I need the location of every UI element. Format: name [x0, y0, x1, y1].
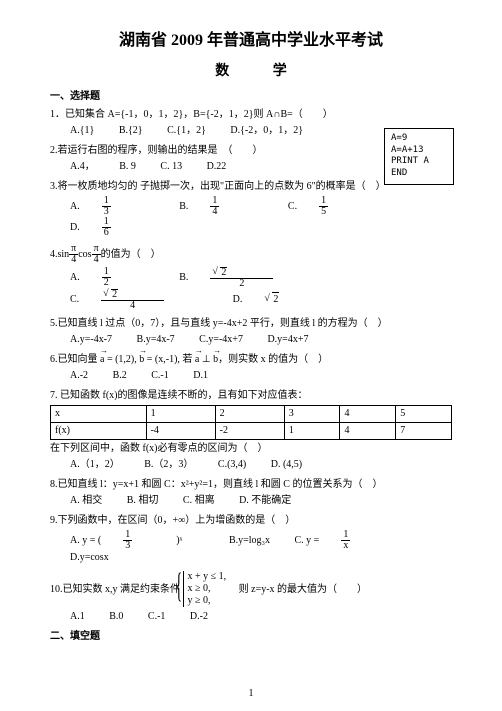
page-title: 湖南省 2009 年普通高中学业水平考试: [50, 30, 452, 52]
q5-options: A.y=-4x-7 B.y=4x-7 C.y=-4x+7 D.y=4x+7: [70, 333, 452, 347]
q8-optB: B. 相切: [127, 494, 159, 508]
q1-optA: A.{1}: [70, 124, 94, 138]
q1-optC: C.{1，2}: [167, 124, 206, 138]
q7-optA: A.（1，2）: [70, 458, 120, 472]
q7-optB: B.（2，3）: [144, 458, 193, 472]
q6-optB: B.2: [113, 369, 127, 383]
q7-table: x12345 f(x)-4-2147: [50, 405, 452, 440]
section-1-heading: 一、选择题: [50, 90, 452, 104]
q7-post: 在下列区间中，函数 f(x)必有零点的区间为（ ）: [50, 442, 452, 456]
q8-optA: A. 相交: [70, 494, 102, 508]
q4-optB: B.22: [179, 267, 317, 289]
q1-optD: D.{-2，0，1，2}: [230, 124, 303, 138]
q4-stem: 4.sinπ4cosπ4的值为（ ）: [50, 244, 452, 265]
q5-optA: A.y=-4x-7: [70, 333, 112, 347]
q6-options: A.-2 B.2 C.-1 D.1: [70, 369, 452, 383]
q10-optB: B.0: [109, 610, 123, 624]
q2-optB: B. 9: [119, 160, 136, 174]
q7-optC: C.(3,4): [218, 458, 246, 472]
q9-optD: D.y=cosx: [70, 551, 109, 565]
q7-stem: 7. 已知函数 f(x)的图像是连续不断的，且有如下对应值表：: [50, 389, 452, 403]
page-number: 1: [0, 687, 502, 701]
subject: 数 学: [50, 62, 452, 82]
q9-optB: B.y=log₃x: [229, 534, 270, 548]
q6-optC: C.-1: [151, 369, 169, 383]
q3-optD: D.16: [70, 217, 155, 238]
q2-optA: A.4，: [70, 160, 95, 174]
q9-optC: C. y = 1x: [295, 530, 395, 551]
q4-optC: C.24: [70, 289, 208, 311]
q3-optB: B.14: [179, 196, 263, 217]
q2-optC: C. 13: [160, 160, 182, 174]
q1-optB: B.{2}: [119, 124, 143, 138]
q8-stem: 8.已知直线 l：y=x+1 和圆 C：x²+y²=1，则直线 l 和圆 C 的…: [50, 478, 452, 492]
q8-optC: C. 相离: [183, 494, 215, 508]
q5-optC: C.y=-4x+7: [199, 333, 243, 347]
q4-optD: D.2: [233, 292, 324, 307]
code-box: A=9 A=A+13 PRINT A END: [384, 128, 454, 185]
q9-optA: A. y = (13)ˣ: [70, 530, 204, 551]
q4-options: A.12 B.22 C.24 D.2: [70, 267, 452, 311]
q10-options: A.1 B.0 C.-1 D.-2: [70, 610, 452, 624]
table-row: x12345: [51, 405, 452, 422]
q6-optD: D.1: [193, 369, 208, 383]
q10-optD: D.-2: [190, 610, 208, 624]
q10-stem: 10.已知实数 x,y 满足约束条件 x + y ≤ 1, x ≥ 0, y ≥…: [50, 571, 452, 608]
q6-optA: A.-2: [70, 369, 88, 383]
q3-optC: C.15: [288, 196, 372, 217]
q8-optD: D. 不能确定: [239, 494, 291, 508]
q4-optA: A.12: [70, 267, 155, 288]
q5-stem: 5.已知直线 l 过点（0，7），且与直线 y=-4x+2 平行，则直线 l 的…: [50, 317, 452, 331]
q5-optD: D.y=4x+7: [267, 333, 308, 347]
q3-options: A.13 B.14 C.15 D.16: [70, 196, 452, 238]
code-line: A=9: [391, 133, 447, 145]
q3-optA: A.13: [70, 196, 155, 217]
q10-optA: A.1: [70, 610, 85, 624]
table-row: f(x)-4-2147: [51, 422, 452, 439]
q10-optC: C.-1: [148, 610, 166, 624]
code-line: PRINT A: [391, 156, 447, 168]
q9-options: A. y = (13)ˣ B.y=log₃x C. y = 1x D.y=cos…: [70, 530, 452, 565]
q8-options: A. 相交 B. 相切 C. 相离 D. 不能确定: [70, 494, 452, 508]
q2-optD: D.22: [207, 160, 227, 174]
code-line: A=A+13: [391, 145, 447, 157]
q7-options: A.（1，2） B.（2，3） C.(3,4) D. (4,5): [70, 458, 452, 472]
section-2-heading: 二、填空题: [50, 630, 452, 644]
q6-stem: 6.已知向量 a = (1,2), b = (x,-1), 若 a ⊥ b，则实…: [50, 353, 452, 367]
q9-stem: 9.下列函数中，在区间（0，+∞）上为增函数的是（ ）: [50, 514, 452, 528]
q1-stem: 1．已知集合 A={-1，0，1，2}，B={-2，1，2}则 A∩B=（ ）: [50, 108, 452, 122]
q7-optD: D. (4,5): [271, 458, 302, 472]
code-line: END: [391, 168, 447, 180]
